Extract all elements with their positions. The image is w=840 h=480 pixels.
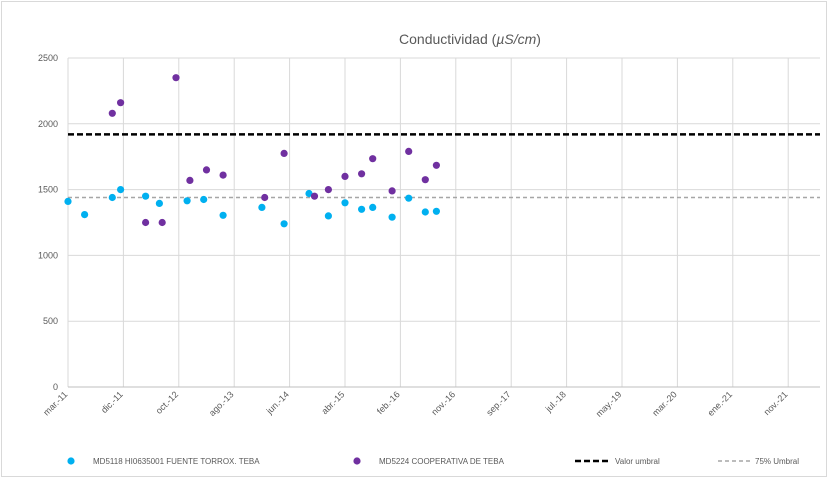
series1-point — [388, 213, 396, 221]
series1-point — [305, 189, 313, 198]
series2-point — [172, 74, 180, 82]
series2-point — [310, 192, 319, 200]
series1-point — [280, 220, 288, 228]
series1-point — [142, 192, 150, 200]
series2-point — [261, 193, 269, 202]
title-unit: µS/cm — [496, 31, 536, 47]
chart-frame — [1, 1, 827, 477]
series2-point — [202, 166, 211, 174]
reference-lines — [68, 133, 820, 199]
series1-point — [108, 193, 116, 202]
series2-point — [142, 218, 150, 227]
series2-point — [117, 99, 125, 107]
series1-point — [405, 194, 413, 202]
series2-point — [369, 155, 377, 163]
x-tick-label: nov.-21 — [762, 389, 790, 417]
series1-point — [421, 208, 429, 216]
series2-point — [405, 147, 413, 155]
series1-point — [81, 211, 89, 219]
series1-point — [200, 195, 208, 204]
legend-marker-series1 — [67, 457, 75, 465]
x-tick-label: jul.-18 — [543, 389, 568, 414]
series2-point — [280, 149, 288, 157]
series2-point — [341, 172, 349, 180]
series1-point — [117, 186, 125, 194]
series1-point — [258, 203, 266, 211]
series1-point — [432, 207, 440, 215]
legend-label-threshold: Valor umbral — [615, 457, 660, 466]
series2-point — [421, 176, 429, 184]
x-tick-label: may.-19 — [594, 389, 624, 419]
y-tick-label: 500 — [43, 316, 58, 326]
series1-point — [358, 205, 366, 213]
axes: 0 500 1000 1500 2000 2500 mar.-11 dic.-11 oct.-1… — [38, 53, 820, 419]
series2-point — [158, 218, 166, 227]
legend-label-series1: MD5118 HI0635001 FUENTE TORROX. TEBA — [93, 457, 260, 466]
y-tick-label: 1000 — [38, 250, 58, 260]
series1-point — [183, 197, 191, 205]
y-tick-label: 2500 — [38, 53, 58, 63]
legend-marker-series2 — [353, 457, 361, 465]
title-close: ) — [536, 31, 541, 47]
series1-point — [219, 211, 227, 219]
legend-label-threshold-75: 75% Umbral — [755, 457, 799, 466]
x-tick-label: oct.-12 — [154, 389, 181, 416]
legend: MD5118 HI0635001 FUENTE TORROX. TEBA MD52… — [67, 457, 799, 466]
x-tick-label: feb.-16 — [375, 389, 402, 416]
x-tick-label: dic.-11 — [99, 389, 125, 415]
series2-point — [432, 161, 440, 169]
title-text: Conductividad ( — [399, 31, 497, 47]
x-tick-label: ago.-13 — [207, 389, 236, 418]
legend-label-series2: MD5224 COOPERATIVA DE TEBA — [379, 457, 505, 466]
series2-point — [186, 176, 194, 184]
series1-point — [341, 199, 349, 207]
x-tick-label: ene.-21 — [706, 389, 735, 418]
series1-point — [369, 203, 377, 211]
series1-point — [324, 212, 332, 220]
series2-point — [388, 187, 396, 195]
series2-point — [324, 186, 332, 194]
grid — [67, 57, 820, 388]
series2-point — [108, 109, 116, 117]
series2-point — [219, 171, 227, 179]
x-tick-label: jun.-14 — [264, 389, 291, 416]
series2-point — [358, 170, 366, 178]
chart-title: Conductividad (µS/cm) — [399, 31, 541, 47]
x-tick-label: sep.-17 — [484, 389, 512, 417]
x-tick-label: abr.-15 — [320, 389, 347, 416]
y-tick-label: 2000 — [38, 119, 58, 129]
x-tick-label: mar.-11 — [41, 389, 69, 417]
series1-point — [64, 197, 72, 205]
y-tick-label: 0 — [53, 382, 58, 392]
data-points — [64, 74, 440, 228]
x-tick-label: mar.-20 — [650, 389, 679, 418]
x-tick-label: nov.-16 — [429, 389, 457, 417]
series1-point — [155, 199, 163, 207]
y-tick-label: 1500 — [38, 185, 58, 195]
